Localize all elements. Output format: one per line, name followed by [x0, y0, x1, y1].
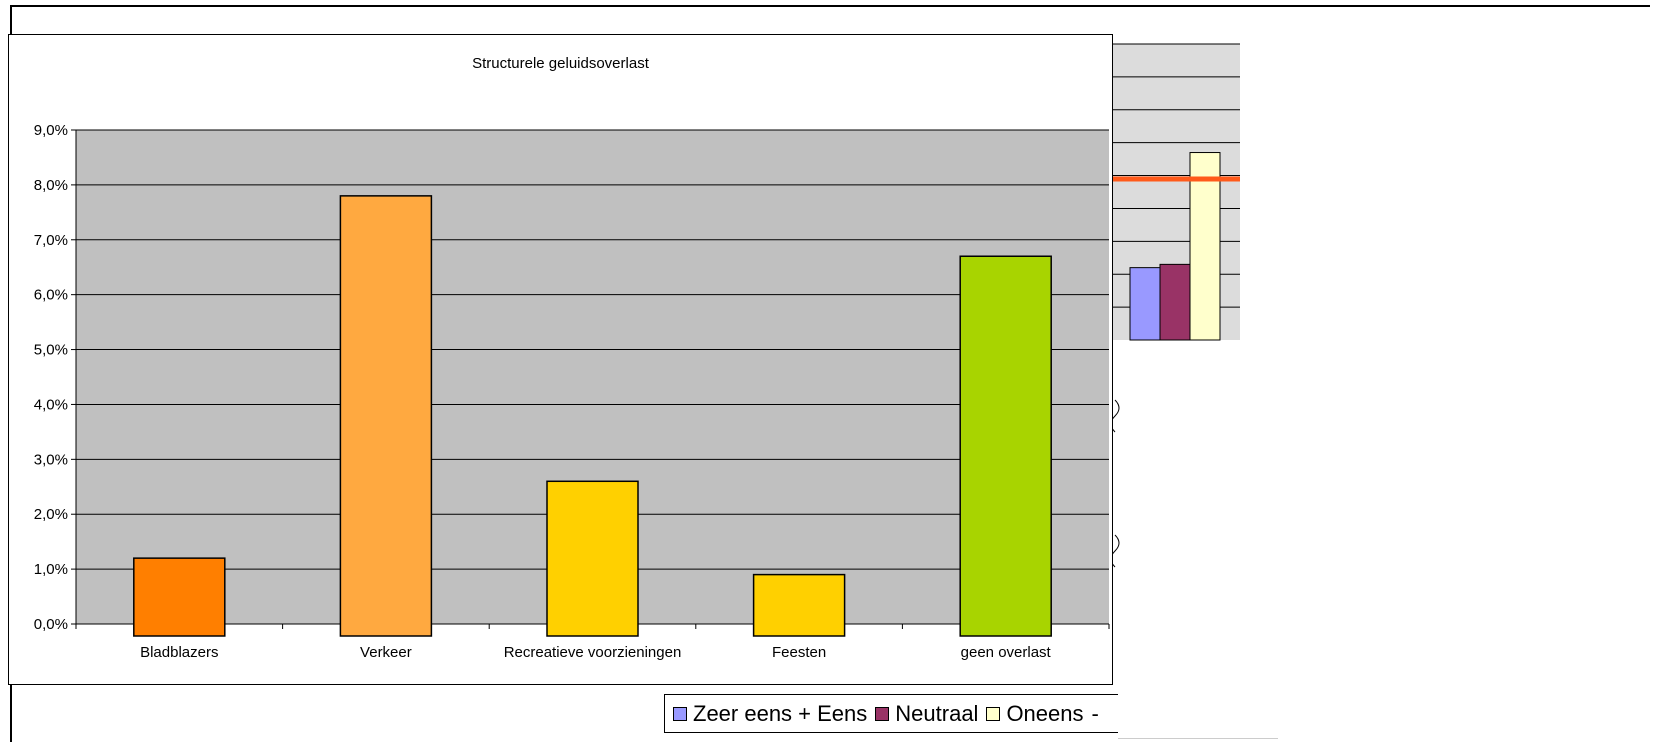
y-tick-label: 6,0% — [34, 287, 68, 304]
x-tick-label: geen overlast — [961, 644, 1052, 661]
y-tick-label: 7,0% — [34, 232, 68, 249]
legend-item-oneens: Oneens — [986, 700, 1084, 727]
main-chart: Structurele geluidsoverlast 0,0% 1,0% 2,0%… — [8, 34, 1113, 685]
legend-swatch-oneens — [986, 706, 1001, 721]
x-tick-label: Verkeer — [360, 644, 412, 661]
legend-label-neutraal: Neutraal — [895, 700, 979, 726]
legend-trailing-text: - — [1091, 700, 1099, 726]
bar-3 — [752, 573, 846, 637]
y-tick-label: 2,0% — [34, 506, 68, 523]
legend-swatch-zeer-eens — [673, 706, 687, 721]
bar-4 — [959, 255, 1052, 637]
x-tick-label: Bladblazers — [140, 644, 218, 661]
y-tick-label: 9,0% — [34, 122, 68, 139]
y-tick-label: 5,0% — [34, 342, 68, 359]
y-tick-label: 4,0% — [34, 396, 68, 413]
legend-item-zeer-eens: Zeer eens + Eens — [673, 701, 867, 727]
legend-item-neutraal: Neutraal — [875, 701, 978, 727]
y-tick-label: 3,0% — [34, 451, 68, 468]
legend-label-oneens: Oneens — [1006, 700, 1084, 726]
bar-0 — [133, 557, 226, 637]
x-tick-label: Feesten — [772, 644, 826, 661]
bar-2 — [546, 480, 639, 637]
legend-label-zeer-eens: Zeer eens + Eens — [693, 700, 868, 726]
chart-title: Structurele geluidsoverlast — [472, 55, 649, 72]
main-chart-svg: 0,0% 1,0% 2,0% 3,0% 4,0% 5,0% 6,0% 7,0% 8,0% 9,0%… — [34, 122, 1110, 661]
y-tick-label: 0,0% — [34, 616, 68, 633]
bar-1 — [339, 195, 433, 637]
bg-bar-2 — [1189, 152, 1221, 341]
legend-swatch-neutraal — [875, 706, 890, 721]
bg-bar-1 — [1159, 263, 1191, 341]
bg-bar-0 — [1129, 267, 1161, 341]
y-tick-label: 1,0% — [34, 561, 68, 578]
legend-cover-line — [1118, 738, 1278, 739]
legend-cover — [1118, 690, 1278, 740]
y-tick-label: 8,0% — [34, 177, 68, 194]
x-tick-label: Recreatieve voorzieningen — [504, 644, 682, 661]
